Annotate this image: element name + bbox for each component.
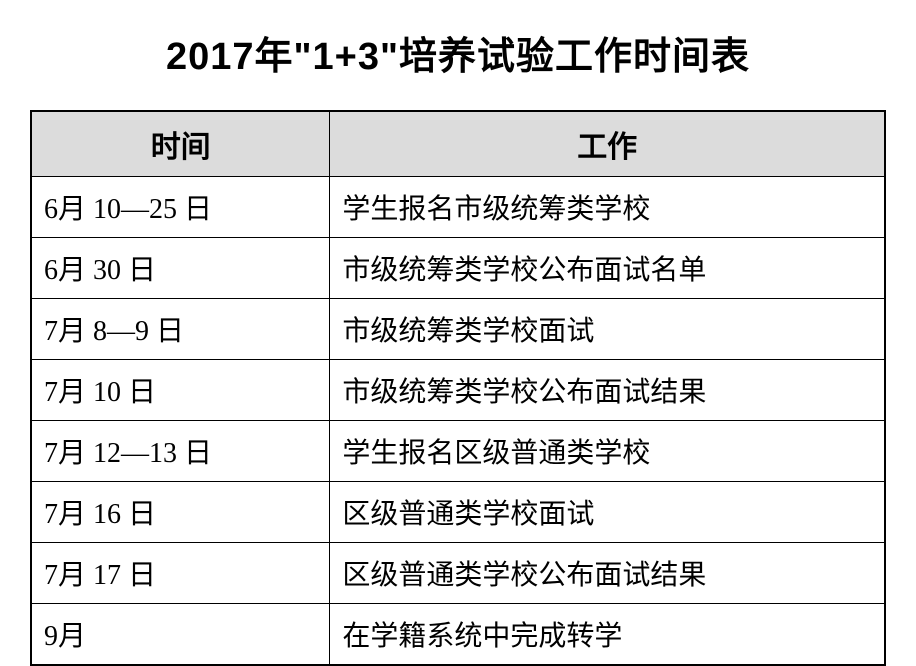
cell-work: 学生报名市级统筹类学校	[330, 177, 885, 238]
cell-time: 7月 8—9 日	[31, 299, 330, 360]
header-time: 时间	[31, 111, 330, 177]
table-row: 7月 10 日 市级统筹类学校公布面试结果	[31, 360, 885, 421]
cell-time: 7月 16 日	[31, 482, 330, 543]
cell-work: 市级统筹类学校公布面试名单	[330, 238, 885, 299]
cell-work: 市级统筹类学校公布面试结果	[330, 360, 885, 421]
cell-time: 7月 10 日	[31, 360, 330, 421]
cell-work: 区级普通类学校公布面试结果	[330, 543, 885, 604]
table-row: 7月 17 日 区级普通类学校公布面试结果	[31, 543, 885, 604]
table-row: 7月 16 日 区级普通类学校面试	[31, 482, 885, 543]
page-title: 2017年"1+3"培养试验工作时间表	[30, 25, 886, 80]
cell-work: 在学籍系统中完成转学	[330, 604, 885, 666]
cell-work: 学生报名区级普通类学校	[330, 421, 885, 482]
schedule-table: 时间 工作 6月 10—25 日 学生报名市级统筹类学校 6月 30 日 市级统…	[30, 110, 886, 666]
cell-work: 区级普通类学校面试	[330, 482, 885, 543]
table-row: 6月 30 日 市级统筹类学校公布面试名单	[31, 238, 885, 299]
table-row: 9月 在学籍系统中完成转学	[31, 604, 885, 666]
table-header-row: 时间 工作	[31, 111, 885, 177]
cell-time: 9月	[31, 604, 330, 666]
table-row: 7月 8—9 日 市级统筹类学校面试	[31, 299, 885, 360]
cell-time: 6月 10—25 日	[31, 177, 330, 238]
table-row: 6月 10—25 日 学生报名市级统筹类学校	[31, 177, 885, 238]
cell-time: 7月 17 日	[31, 543, 330, 604]
header-work: 工作	[330, 111, 885, 177]
cell-time: 6月 30 日	[31, 238, 330, 299]
cell-work: 市级统筹类学校面试	[330, 299, 885, 360]
table-row: 7月 12—13 日 学生报名区级普通类学校	[31, 421, 885, 482]
cell-time: 7月 12—13 日	[31, 421, 330, 482]
